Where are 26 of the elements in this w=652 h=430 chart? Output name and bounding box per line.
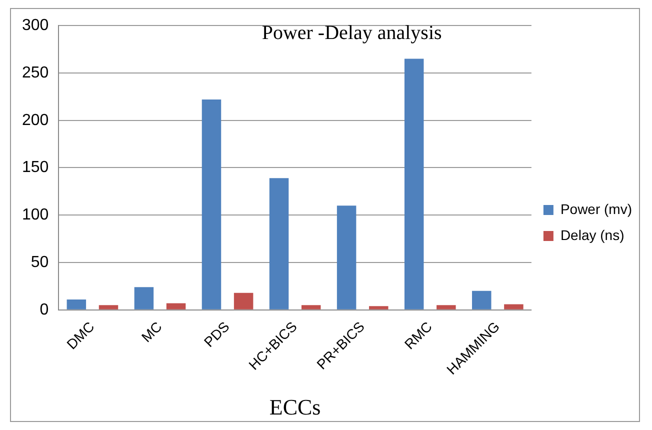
bar <box>436 305 456 310</box>
x-axis-title: ECCs <box>269 394 321 420</box>
bar <box>66 299 86 310</box>
bar <box>202 100 222 310</box>
bar <box>134 287 154 310</box>
legend-label: Delay (ns) <box>560 226 624 243</box>
bar <box>98 305 118 310</box>
bar <box>269 178 289 310</box>
x-tick-label: MC <box>138 318 165 346</box>
bar <box>166 303 186 310</box>
bar <box>369 306 388 310</box>
y-tick-label: 50 <box>30 254 49 271</box>
bar <box>504 304 524 310</box>
legend-label: Power (mv) <box>560 200 632 217</box>
chart-title: Power -Delay analysis <box>262 22 442 44</box>
y-tick-label: 150 <box>22 159 49 176</box>
bar <box>472 290 492 310</box>
y-tick-label: 0 <box>40 301 49 318</box>
bar <box>404 58 424 310</box>
y-tick-label: 250 <box>22 64 49 82</box>
y-tick-label: 300 <box>22 17 49 34</box>
bar <box>234 292 254 310</box>
bar <box>336 206 356 310</box>
bar <box>301 305 321 310</box>
y-tick-label: 100 <box>22 206 49 224</box>
y-tick-label: 200 <box>22 112 49 129</box>
